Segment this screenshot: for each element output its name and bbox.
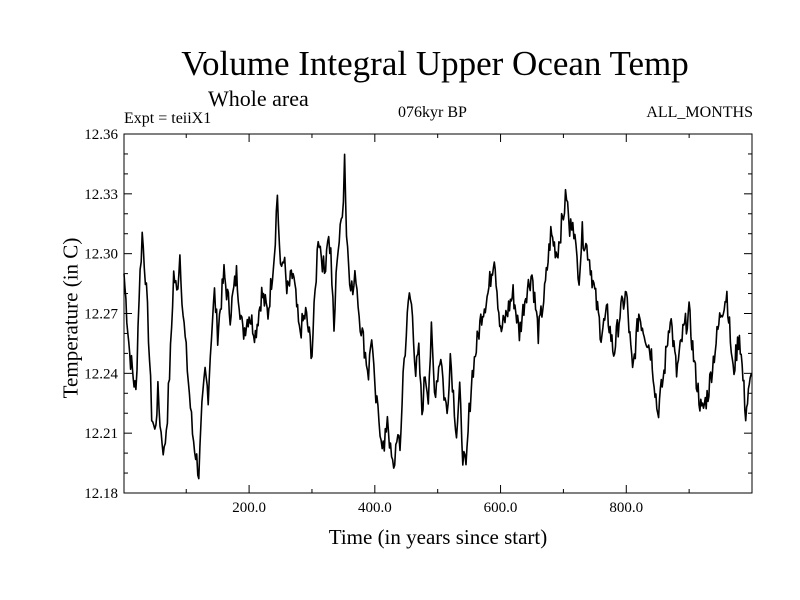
x-tick-label: 400.0: [358, 500, 392, 516]
experiment-label: Expt = teiiX1: [124, 110, 212, 127]
y-tick-label: 12.21: [84, 426, 118, 442]
x-tick-label: 200.0: [232, 500, 266, 516]
x-tick-label: 800.0: [609, 500, 643, 516]
x-tick-label: 600.0: [484, 500, 518, 516]
series-layer: [123, 153, 753, 480]
season-label: ALL_MONTHS: [646, 104, 753, 121]
y-tick-label: 12.24: [84, 366, 118, 382]
x-axis-label: Time (in years since start): [328, 525, 548, 549]
series-line: [123, 153, 753, 480]
y-tick-label: 12.30: [84, 247, 118, 263]
x-axis-ticks: 200.0 400.0 600.0 800.0: [185, 134, 690, 516]
y-tick-label: 12.18: [84, 486, 118, 502]
chart-subtitle: Whole area: [208, 86, 309, 111]
plot-frame: [123, 133, 753, 494]
y-tick-label: 12.33: [84, 187, 118, 203]
y-axis-label: Temperature (in C): [58, 237, 83, 399]
period-label: 076kyr BP: [398, 104, 467, 121]
y-axis-ticks: 12.18 12.21 12.24 12.27 12.30 12.33 12.36: [84, 127, 752, 502]
chart-title: Volume Integral Upper Ocean Temp: [181, 44, 689, 83]
y-tick-label: 12.27: [84, 307, 118, 323]
y-tick-label: 12.36: [84, 127, 118, 143]
